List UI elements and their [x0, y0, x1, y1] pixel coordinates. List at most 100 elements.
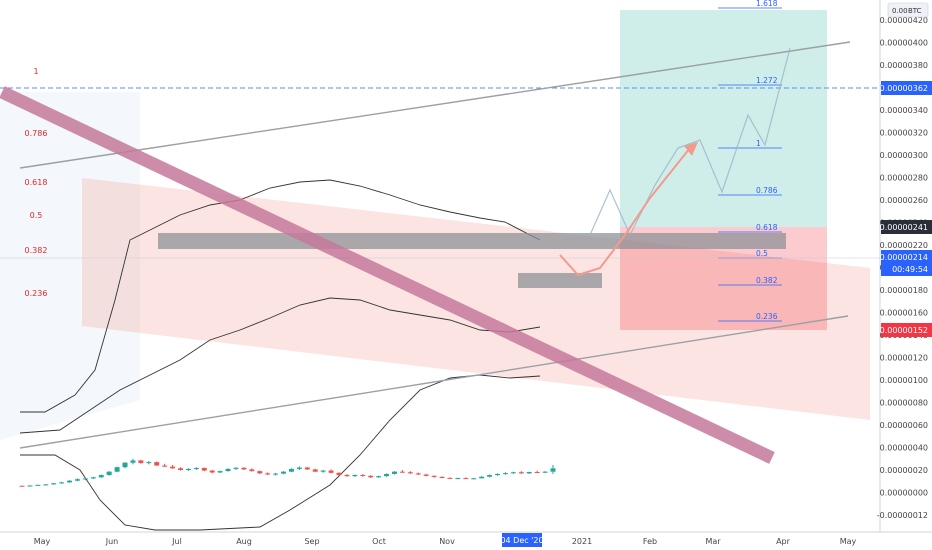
- candle-body: [447, 477, 453, 479]
- candle-body: [193, 467, 199, 469]
- time-tick-label: Feb: [643, 537, 657, 546]
- time-tick-label: Sep: [304, 537, 319, 546]
- price-tick-label: 0.00000160: [880, 309, 928, 318]
- candle-body: [178, 468, 184, 470]
- bollinger-bands: [19, 179, 541, 531]
- price-tick-label: 0.00000260: [880, 196, 928, 205]
- crosshair-date-bg: [502, 533, 542, 547]
- candlestick-series: [19, 458, 556, 487]
- price-tag-bg: [881, 262, 932, 276]
- candle-body: [328, 470, 334, 473]
- candle-body: [273, 473, 279, 475]
- candle-body: [130, 460, 136, 463]
- candle-body: [542, 471, 548, 473]
- candle-body: [288, 468, 294, 472]
- price-tag-label: 0.00000241: [880, 223, 928, 232]
- candle-body: [241, 467, 247, 470]
- candle-body: [90, 477, 96, 479]
- fib-left-label: 0.236: [25, 289, 48, 298]
- fib-left-label: 0.382: [25, 246, 48, 255]
- candle-body: [154, 462, 160, 466]
- candle-body: [336, 472, 342, 476]
- candle-body: [344, 475, 350, 477]
- candle-body: [170, 466, 176, 469]
- fib-left-label: 0.5: [30, 211, 43, 220]
- fib-right-label: 1.272: [756, 76, 778, 85]
- candle-body: [423, 474, 429, 476]
- candle-body: [518, 472, 524, 474]
- price-tick-label: -0.00000012: [877, 511, 928, 520]
- fib-right-label: 0.5: [756, 249, 768, 258]
- candle-body: [82, 478, 88, 480]
- fib-right-label: 0.236: [756, 312, 778, 321]
- price-tick-label: 0.00000080: [880, 399, 928, 408]
- candle-body: [534, 472, 540, 474]
- price-tick-label: 0.00000000: [880, 489, 928, 498]
- candle-body: [217, 471, 223, 473]
- candle-body: [376, 476, 382, 478]
- price-tag-bg: [881, 81, 932, 95]
- candle-body: [312, 469, 318, 472]
- candle-body: [455, 478, 461, 480]
- fib-right-label: 1: [756, 139, 761, 148]
- projection-path-gray: [558, 47, 791, 237]
- candle-body: [391, 471, 397, 474]
- candle-body: [360, 475, 366, 477]
- price-tick-label: 0.00000380: [880, 61, 928, 70]
- candle-body: [487, 475, 493, 477]
- candle-body: [304, 467, 310, 470]
- candle-body: [257, 471, 263, 474]
- candle-body: [201, 467, 207, 471]
- candle-body: [249, 469, 255, 472]
- candle-body: [526, 472, 532, 474]
- candle-body: [439, 476, 445, 478]
- price-tag-label: 0.00000152: [880, 326, 928, 335]
- candle-body: [281, 471, 287, 474]
- time-tick-label: Aug: [236, 537, 252, 546]
- time-axis: [0, 532, 932, 550]
- time-tick-label: Nov: [439, 537, 455, 546]
- candle-body: [296, 467, 302, 469]
- candle-body: [550, 468, 556, 472]
- candle-body: [185, 468, 191, 470]
- price-tick-label: 0.00000420: [880, 16, 928, 25]
- candle-body: [320, 470, 326, 472]
- candle-body: [146, 462, 152, 464]
- price-tick-label: 0.00000220: [880, 241, 928, 250]
- candle-body: [502, 473, 508, 475]
- symbol-badge[interactable]: 0.00 BTC: [887, 2, 929, 18]
- time-tick-label: Apr: [776, 537, 791, 546]
- candle-body: [233, 467, 239, 469]
- price-tick-label: 0.00000040: [880, 444, 928, 453]
- channel-fill-left: [0, 92, 140, 440]
- time-tick-label: Jun: [105, 537, 119, 546]
- fib-right-label: 0.382: [756, 276, 778, 285]
- price-tick-label: 0.00000180: [880, 286, 928, 295]
- candle-body: [51, 483, 57, 485]
- candle-body: [122, 462, 128, 468]
- price-tick-label: 0.00000300: [880, 151, 928, 160]
- price-tag-label: 0.00000214: [880, 253, 928, 262]
- fib-retracement-left: 1 0.786 0.618 0.5 0.382 0.236: [25, 67, 48, 298]
- time-tick-label: May: [840, 537, 857, 546]
- price-tags: 0.00000362 0.00000241 0.00000214 00:49:54 0.…: [880, 81, 932, 337]
- candle-body: [368, 475, 374, 478]
- candle-body: [106, 471, 112, 476]
- candle-body: [74, 479, 80, 481]
- price-tick-label: 0.00000320: [880, 129, 928, 138]
- candle-body: [407, 472, 413, 474]
- price-tick-label: 0.00000120: [880, 354, 928, 363]
- time-tick-label: 2021: [572, 537, 592, 546]
- price-tick-label: 0.00000400: [880, 39, 928, 48]
- lower-trendline: [19, 315, 849, 449]
- projection-arrow: [559, 147, 691, 277]
- price-tag-bg: [881, 323, 932, 337]
- candle-body: [67, 480, 73, 483]
- price-tick-label: 0.00000060: [880, 421, 928, 430]
- candle-body: [431, 475, 437, 477]
- symbol-prefix: 0.00: [892, 7, 908, 15]
- candle-body: [114, 467, 120, 472]
- price-tick-label: 0.00000100: [880, 376, 928, 385]
- candle-body: [209, 470, 215, 473]
